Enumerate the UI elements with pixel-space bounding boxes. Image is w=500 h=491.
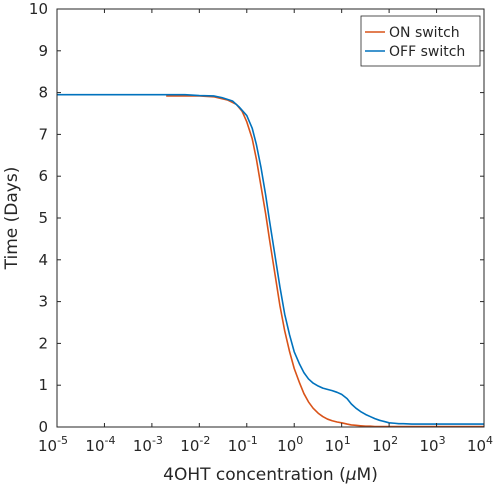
- x-tick-label-exponent: -1: [247, 434, 258, 447]
- y-tick-label: 8: [38, 84, 48, 102]
- series-layer: [57, 93, 484, 428]
- x-axis-title-main: 4OHT concentration (: [163, 465, 346, 485]
- x-tick-label: 100: [277, 434, 303, 455]
- x-tick-label-base: 10: [85, 437, 104, 455]
- y-tick-label: 9: [38, 42, 48, 60]
- x-tick-label-base: 10: [38, 437, 57, 455]
- x-tick-label-base: 10: [325, 437, 344, 455]
- x-tick-label-exponent: -3: [152, 434, 163, 447]
- x-axis-title: 4OHT concentration (μM): [163, 465, 378, 485]
- x-tick-label-exponent: -4: [105, 434, 116, 447]
- legend-label-off-switch: OFF switch: [389, 44, 465, 60]
- x-tick-label: 10-4: [85, 434, 115, 455]
- y-tick-label: 2: [38, 334, 48, 352]
- x-axis: 10-5 10-4 10-3 10-2 10-1 100 101 102 103 104: [38, 9, 493, 455]
- x-tick-label: 101: [325, 434, 351, 455]
- x-axis-title-unit: M): [357, 465, 378, 485]
- x-tick-label: 104: [467, 434, 493, 455]
- x-tick-label: 102: [372, 434, 398, 455]
- x-tick-label: 103: [420, 434, 446, 455]
- x-tick-label-base: 10: [133, 437, 152, 455]
- y-tick-label: 5: [38, 209, 48, 227]
- plot-background: [57, 9, 484, 427]
- legend-label-on-switch: ON switch: [389, 25, 460, 41]
- x-tick-label-exponent: 1: [344, 434, 351, 447]
- x-tick-label-exponent: -5: [57, 434, 68, 447]
- x-tick-label: 10-1: [228, 434, 258, 455]
- x-tick-label-base: 10: [180, 437, 199, 455]
- y-axis: 0 1 2 3 4 5 6 7 8 9 10: [29, 0, 484, 436]
- y-tick-label: 4: [38, 251, 48, 269]
- x-tick-label-exponent: 0: [296, 434, 303, 447]
- x-tick-label-exponent: -2: [199, 434, 210, 447]
- x-tick-label: 10-5: [38, 434, 68, 455]
- x-tick-label-base: 10: [467, 437, 486, 455]
- y-axis-title: Time (Days): [2, 167, 22, 271]
- x-tick-label-base: 10: [228, 437, 247, 455]
- legend-box: [360, 15, 481, 67]
- x-tick-label: 10-2: [180, 434, 210, 455]
- y-tick-label: 10: [29, 0, 48, 18]
- x-tick-label-base: 10: [420, 437, 439, 455]
- x-tick-label-base: 10: [277, 437, 296, 455]
- x-tick-label-exponent: 2: [391, 434, 398, 447]
- x-tick-label-exponent: 4: [486, 434, 493, 447]
- series-line-off-switch: [57, 93, 484, 425]
- x-axis-title-symbol: μ: [345, 465, 357, 485]
- y-tick-label: 7: [38, 125, 48, 143]
- legend: ON switch OFF switch: [360, 15, 481, 67]
- y-tick-label: 1: [38, 376, 48, 394]
- y-tick-label: 3: [38, 293, 48, 311]
- y-tick-label: 0: [38, 418, 48, 436]
- x-tick-label: 10-3: [133, 434, 163, 455]
- y-tick-label: 6: [38, 167, 48, 185]
- x-tick-label-exponent: 3: [439, 434, 446, 447]
- series-line-on-switch: [166, 95, 484, 428]
- x-tick-label-base: 10: [372, 437, 391, 455]
